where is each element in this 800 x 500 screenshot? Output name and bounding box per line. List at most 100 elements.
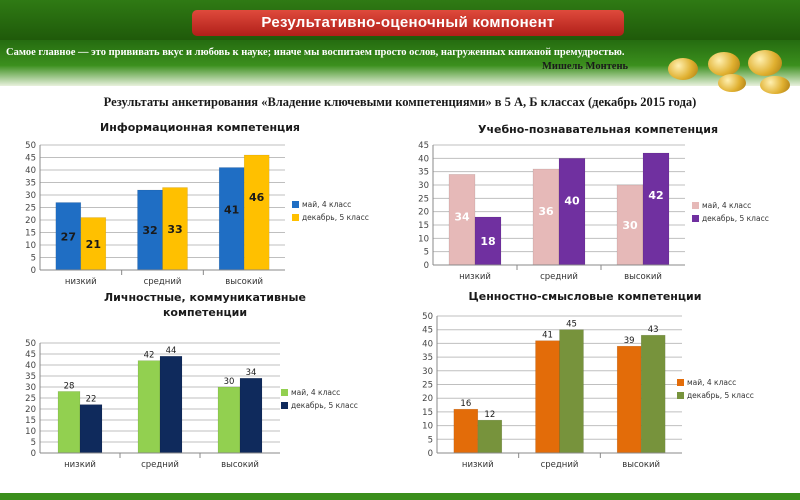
data-label: 36 — [538, 205, 554, 218]
bar — [558, 158, 586, 266]
y-tick-label: 50 — [25, 141, 36, 151]
y-tick-label: 15 — [25, 416, 36, 426]
decorative-egg-icon — [708, 52, 740, 76]
footer-bar — [0, 493, 800, 500]
y-tick-label: 50 — [25, 339, 36, 349]
y-tick-label: 20 — [422, 394, 433, 404]
legend-swatch — [692, 202, 699, 209]
y-tick-label: 0 — [31, 266, 36, 276]
bar — [640, 334, 666, 454]
bar — [559, 329, 584, 454]
y-tick-label: 35 — [418, 168, 429, 178]
x-tick-label: низкий — [459, 272, 491, 282]
y-tick-label: 20 — [25, 405, 36, 415]
y-tick-label: 0 — [428, 449, 433, 459]
legend-swatch — [281, 402, 288, 409]
bar — [239, 377, 263, 454]
legend-label: май, 4 класс — [687, 378, 736, 387]
bar — [57, 391, 81, 454]
bar — [535, 340, 560, 454]
bar — [474, 216, 502, 266]
data-label: 30 — [622, 219, 638, 232]
legend-label: декабрь, 5 класс — [302, 213, 369, 222]
data-label: 44 — [166, 346, 177, 356]
y-tick-label: 30 — [418, 181, 429, 191]
decorative-egg-icon — [668, 58, 698, 80]
legend-swatch — [677, 392, 684, 399]
x-tick-label: высокий — [221, 460, 259, 470]
legend-swatch — [677, 379, 684, 386]
legend-label: май, 4 класс — [291, 388, 340, 397]
quote-author: Мишель Монтень — [542, 61, 629, 72]
x-tick-label: средний — [541, 460, 579, 470]
bar — [616, 345, 642, 454]
legend-label: май, 4 класс — [302, 200, 351, 209]
chart-information-competence: Информационная компетенция 0 5 10 15 20 25 30 35… — [25, 121, 369, 287]
data-label: 43 — [648, 325, 659, 335]
y-tick-label: 45 — [418, 141, 429, 151]
data-label: 42 — [144, 351, 155, 361]
data-label: 34 — [454, 210, 470, 223]
y-tick-label: 10 — [418, 234, 429, 244]
x-tick-label: высокий — [624, 272, 662, 282]
data-label: 21 — [86, 238, 101, 251]
y-tick-label: 15 — [422, 408, 433, 418]
bar — [162, 187, 188, 271]
legend-swatch — [281, 389, 288, 396]
data-label: 28 — [64, 381, 75, 391]
y-tick-label: 30 — [25, 383, 36, 393]
y-tick-label: 35 — [422, 353, 433, 363]
chart-title: Личностные, коммуникативные — [104, 291, 306, 304]
y-tick-label: 35 — [25, 179, 36, 189]
data-label: 41 — [542, 331, 553, 341]
data-label: 46 — [249, 191, 265, 204]
x-tick-label: низкий — [462, 460, 494, 470]
chart-title: Ценностно-смысловые компетенции — [469, 290, 702, 303]
y-tick-label: 25 — [422, 381, 433, 391]
bar — [80, 217, 107, 271]
y-tick-label: 40 — [422, 339, 433, 349]
data-label: 33 — [167, 223, 182, 236]
y-tick-label: 5 — [424, 248, 429, 258]
data-label: 40 — [564, 194, 580, 207]
legend-label: декабрь, 5 класс — [702, 214, 769, 223]
y-tick-label: 40 — [25, 166, 36, 176]
data-label: 34 — [246, 368, 257, 378]
y-tick-label: 10 — [25, 427, 36, 437]
chart-personal-communicative: Личностные, коммуникативныекомпетенции05… — [25, 291, 358, 470]
bar — [642, 152, 670, 266]
data-label: 45 — [566, 320, 577, 330]
x-tick-label: средний — [540, 272, 578, 282]
y-tick-label: 45 — [422, 326, 433, 336]
bar — [79, 404, 103, 454]
data-label: 32 — [142, 224, 157, 237]
y-tick-label: 15 — [25, 229, 36, 239]
y-tick-label: 10 — [422, 422, 433, 432]
chart-title: компетенции — [163, 306, 247, 319]
quote-text: Самое главное — это прививать вкус и люб… — [6, 47, 625, 58]
bar — [453, 408, 479, 454]
y-tick-label: 30 — [25, 191, 36, 201]
bar — [159, 355, 183, 454]
x-tick-label: высокий — [622, 460, 660, 470]
data-label: 30 — [224, 377, 235, 387]
legend-label: май, 4 класс — [702, 201, 751, 210]
data-label: 41 — [224, 204, 239, 217]
y-tick-label: 45 — [25, 154, 36, 164]
y-tick-label: 5 — [31, 438, 36, 448]
data-label: 18 — [480, 235, 495, 248]
y-tick-label: 0 — [424, 261, 429, 271]
data-label: 39 — [624, 336, 635, 346]
y-tick-label: 45 — [25, 350, 36, 360]
y-tick-label: 5 — [31, 254, 36, 264]
y-tick-label: 25 — [25, 394, 36, 404]
y-tick-label: 50 — [422, 312, 433, 322]
data-label: 42 — [648, 189, 663, 202]
y-tick-label: 10 — [25, 241, 36, 251]
page-title: Результативно-оценочный компонент — [192, 10, 624, 36]
bar — [243, 154, 270, 271]
y-tick-label: 25 — [25, 204, 36, 214]
y-tick-label: 40 — [25, 361, 36, 371]
y-tick-label: 25 — [418, 194, 429, 204]
bar — [55, 202, 82, 271]
